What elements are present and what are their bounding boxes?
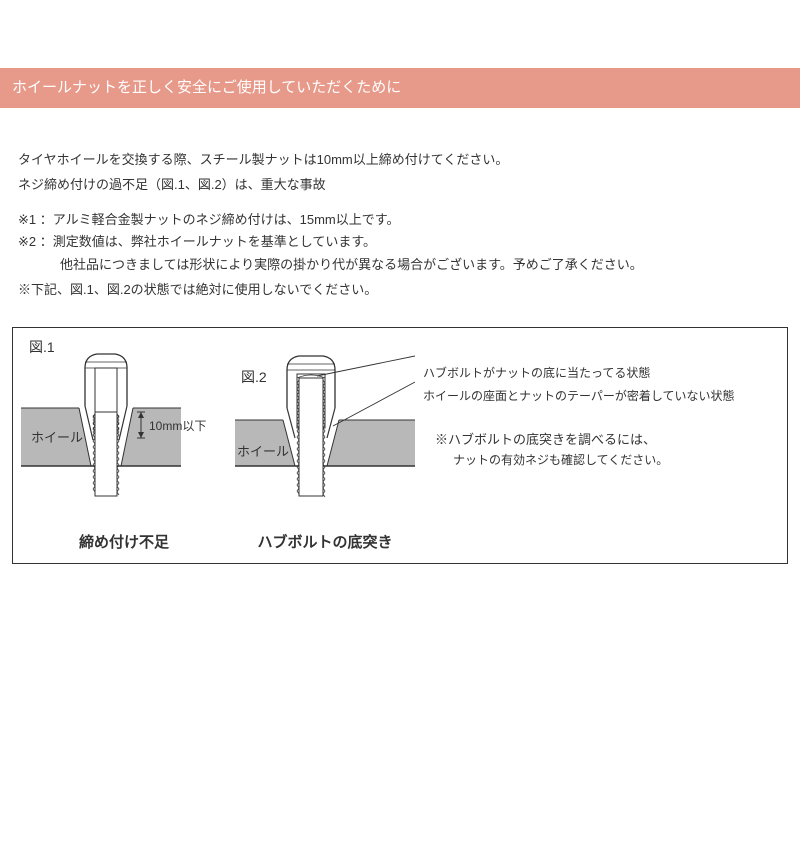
note-1: ※1 ： アルミ軽合金製ナットのネジ締め付けは、15mm以上です。 — [18, 210, 782, 231]
fig2-caption: ハブボルトの底突き — [235, 531, 415, 555]
annotation-block: ハブボルトがナットの底に当たってる状態 ホイールの座面とナットのテーパーが密着し… — [423, 338, 779, 470]
annotation-1: ハブボルトがナットの底に当たってる状態 — [423, 364, 779, 383]
note-1-key: ※1 ： — [18, 210, 53, 231]
fig2-wheel-label: ホイール — [237, 444, 289, 459]
figure-2: 図.2 ホイール ハブボルトの底突き — [235, 338, 415, 555]
fig1-dim-label: 10mm以下 — [149, 419, 206, 433]
fig1-label: 図.1 — [29, 339, 55, 355]
paragraph-2: ネジ締め付けの過不足（図.1、図.2）は、重大な事故 — [18, 175, 782, 196]
note-2: ※2 ： 測定数値は、弊社ホイールナットを基準としています。 — [18, 232, 782, 253]
note-2-key: ※2 ： — [18, 232, 53, 253]
notes-block: ※1 ： アルミ軽合金製ナットのネジ締め付けは、15mm以上です。 ※2 ： 測… — [18, 210, 782, 301]
annotation-note-2: ナットの有効ネジも確認してください。 — [423, 451, 779, 470]
diagram-container: 10mm以下 図.1 ホイール 締め付け不足 — [12, 327, 788, 564]
figure-2-svg: 図.2 ホイール — [235, 338, 415, 518]
banner: ホイールナットを正しく安全にご使用していただくために — [0, 68, 800, 108]
warning-line: ※下記、図.1、図.2の状態では絶対に使用しないでください。 — [18, 280, 782, 301]
paragraph-1: タイヤホイールを交換する際、スチール製ナットは10mm以上締め付けてください。 — [18, 150, 782, 171]
fig1-wheel-label: ホイール — [31, 430, 83, 445]
fig1-caption: 締め付け不足 — [21, 531, 227, 555]
note-2-val: 測定数値は、弊社ホイールナットを基準としています。 — [53, 232, 782, 253]
annotation-2: ホイールの座面とナットのテーパーが密着していない状態 — [423, 387, 779, 406]
note-2-cont: 他社品につきましては形状により実際の掛かり代が異なる場合がございます。予めご了承… — [60, 255, 782, 276]
figure-1: 10mm以下 図.1 ホイール 締め付け不足 — [21, 338, 227, 555]
body-text: タイヤホイールを交換する際、スチール製ナットは10mm以上締め付けてください。 … — [0, 108, 800, 301]
figure-1-svg: 10mm以下 図.1 ホイール — [21, 338, 227, 518]
banner-title: ホイールナットを正しく安全にご使用していただくために — [12, 79, 401, 96]
note-1-val: アルミ軽合金製ナットのネジ締め付けは、15mm以上です。 — [53, 210, 782, 231]
fig2-label: 図.2 — [241, 369, 267, 385]
annotation-note-1: ※ハブボルトの底突きを調べるには、 — [423, 430, 779, 451]
